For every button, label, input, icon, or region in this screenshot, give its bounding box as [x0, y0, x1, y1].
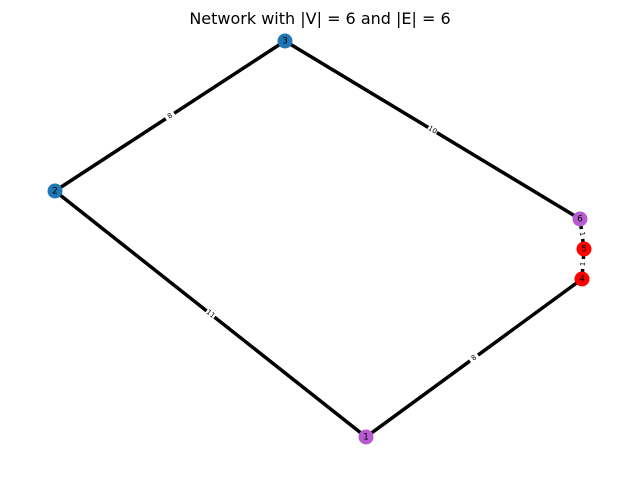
node-6 [572, 211, 588, 227]
node-label-1: 1 [363, 433, 369, 443]
node-label-5: 5 [581, 245, 587, 255]
edge-weight-label: 10 [427, 124, 439, 135]
edge-weight-label: 8 [166, 111, 174, 120]
node-1 [358, 429, 374, 445]
node-label-3: 3 [282, 37, 288, 47]
edge-label-background [204, 307, 217, 321]
edge-label-background [426, 123, 439, 137]
node-label-4: 4 [579, 275, 585, 285]
edge-weight-label: 1 [578, 231, 587, 236]
edge-weight-label: 11 [205, 308, 217, 320]
edge-label-background [467, 351, 481, 365]
node-5 [576, 241, 592, 257]
node-4 [574, 271, 590, 287]
node-3 [277, 33, 293, 49]
edge-label-background [163, 109, 177, 123]
nodes-layer: 1 2 3 4 5 6 [47, 33, 592, 445]
edge-label-background [578, 258, 588, 270]
node-label-2: 2 [52, 187, 58, 197]
edge-label-background [577, 228, 587, 240]
node-label-6: 6 [577, 215, 583, 225]
diagram-title: Network with |V| = 6 and |E| = 6 [189, 9, 450, 28]
edge-weight-label: 1 [579, 262, 587, 267]
edge-weight-label: 8 [470, 353, 478, 362]
node-2 [47, 183, 63, 199]
